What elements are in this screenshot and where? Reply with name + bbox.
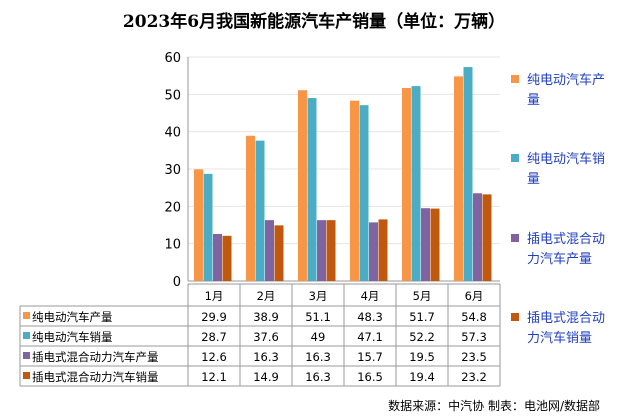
x-category-label: 4月 — [361, 289, 380, 303]
legend-label: 量 — [527, 93, 540, 108]
x-category-label: 2月 — [257, 289, 276, 303]
bar-3-2月 — [265, 220, 274, 281]
chart-title: 2023年6月我国新能源汽车产销量（单位：万辆） — [123, 11, 505, 32]
bar-2-2月 — [255, 140, 265, 281]
table-cell-value: 51.1 — [305, 310, 331, 324]
table-cell-value: 16.3 — [305, 350, 331, 364]
bar-3-3月 — [317, 220, 326, 281]
bar-1-5月 — [402, 87, 411, 281]
y-tick-label: 40 — [164, 126, 181, 141]
bar-2-4月 — [359, 105, 369, 281]
table-row-label: 纯电动汽车产量 — [32, 310, 113, 324]
table-cell-value: 23.5 — [461, 350, 487, 364]
legend-label: 力汽车销量 — [527, 330, 592, 346]
table-legend-key — [23, 312, 30, 319]
table-cell-value: 19.4 — [409, 370, 435, 384]
table-cell-value: 16.3 — [305, 370, 331, 384]
table-cell-value: 52.2 — [409, 330, 435, 344]
legend-label: 插电式混合动 — [527, 232, 605, 247]
table-cell-value: 54.8 — [461, 310, 487, 324]
x-category-label: 1月 — [205, 289, 224, 303]
legend-key — [511, 234, 519, 242]
bar-1-6月 — [454, 76, 463, 281]
table-cell-value: 49 — [311, 330, 326, 344]
bar-2-5月 — [411, 86, 421, 282]
bar-3-1月 — [213, 233, 222, 281]
legend-label: 纯电动汽车销 — [527, 151, 605, 167]
bar-4-2月 — [274, 225, 284, 281]
bar-4-4月 — [378, 219, 388, 281]
table-row-label: 插电式混合动力汽车产量 — [32, 350, 159, 364]
table-cell-value: 48.3 — [357, 310, 383, 324]
legend-key — [511, 313, 519, 321]
table-cell-value: 37.6 — [253, 330, 279, 344]
footer-source: 数据来源：中汽协 制表：电池网/数据部 — [388, 398, 600, 413]
legend-key — [511, 154, 519, 162]
y-tick-label: 30 — [164, 163, 181, 178]
table-cell-value: 14.9 — [253, 370, 279, 384]
table-row-label: 插电式混合动力汽车销量 — [32, 370, 159, 384]
bar-3-6月 — [473, 193, 482, 281]
y-tick-label: 10 — [164, 238, 181, 253]
table-cell-value: 51.7 — [409, 310, 435, 324]
y-tick-label: 20 — [164, 200, 181, 215]
bar-2-6月 — [463, 67, 473, 281]
table-cell-value: 15.7 — [357, 350, 383, 364]
x-category-label: 3月 — [309, 289, 328, 303]
table-cell-value: 28.7 — [201, 330, 227, 344]
table-cell-value: 16.5 — [357, 370, 383, 384]
bar-4-1月 — [222, 235, 232, 281]
table-cell-value: 29.9 — [201, 310, 227, 324]
table-row-label: 纯电动汽车销量 — [32, 330, 113, 344]
table-cell-value: 12.1 — [201, 370, 227, 384]
legend-label: 量 — [527, 172, 540, 187]
table-legend-key — [23, 332, 30, 339]
bar-1-2月 — [246, 135, 255, 281]
legend-key — [511, 75, 519, 83]
table-cell-value: 38.9 — [253, 310, 279, 324]
bar-2-3月 — [307, 98, 317, 281]
bar-3-5月 — [421, 208, 430, 281]
y-tick-label: 0 — [173, 275, 181, 290]
table-cell-value: 23.2 — [461, 370, 487, 384]
bar-4-3月 — [326, 220, 336, 281]
bar-2-1月 — [203, 173, 213, 281]
table-cell-value: 47.1 — [357, 330, 383, 344]
x-category-label: 6月 — [465, 289, 484, 303]
legend-label: 插电式混合动 — [527, 311, 605, 326]
bar-1-1月 — [194, 169, 203, 281]
table-cell-value: 12.6 — [201, 350, 227, 364]
table-cell-value: 16.3 — [253, 350, 279, 364]
y-tick-label: 50 — [164, 88, 181, 103]
legend-label: 力汽车产量 — [527, 251, 592, 267]
legend-label: 纯电动汽车产 — [527, 72, 605, 88]
bar-1-3月 — [298, 90, 307, 281]
bar-4-5月 — [430, 208, 440, 281]
bar-3-4月 — [369, 222, 378, 281]
bar-1-4月 — [350, 100, 359, 282]
x-category-label: 5月 — [413, 289, 432, 303]
bar-4-6月 — [482, 194, 492, 281]
table-legend-key — [23, 352, 30, 359]
table-legend-key — [23, 372, 30, 379]
y-tick-label: 60 — [164, 51, 181, 66]
table-cell-value: 19.5 — [409, 350, 435, 364]
table-cell-value: 57.3 — [461, 330, 487, 344]
